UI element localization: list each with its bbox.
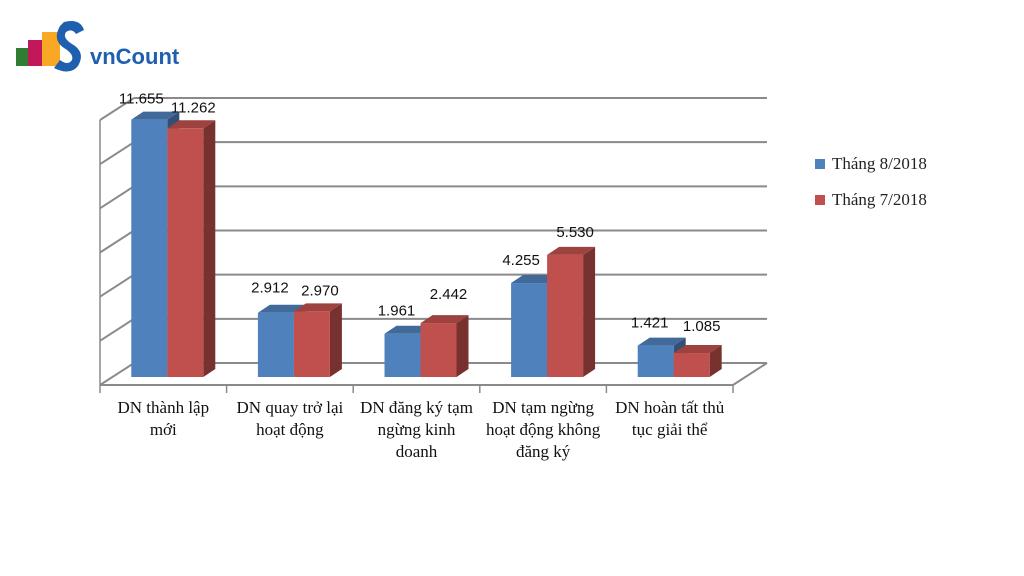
bar-top-1-0 — [167, 120, 216, 129]
floor-edge — [732, 362, 768, 386]
bar-top-0-0 — [131, 111, 180, 120]
data-label-jul-3: 5.530 — [556, 224, 594, 241]
data-label-aug-4: 1.421 — [631, 315, 669, 332]
bar-side-1-1 — [329, 303, 342, 377]
bar-top-0-4 — [637, 337, 686, 346]
data-label-aug-1: 2.912 — [251, 280, 289, 297]
data-label-aug-0: 11.655 — [119, 91, 164, 108]
bar-top-1-3 — [547, 246, 596, 255]
bar-side-1-3 — [583, 246, 596, 377]
brand-logo — [14, 18, 194, 72]
legend-label-aug: Tháng 8/2018 — [832, 154, 927, 173]
bar-top-0-1 — [257, 304, 306, 313]
bar-aug-0 — [131, 119, 168, 378]
brand-name: vnCount — [90, 44, 180, 69]
bar-aug-2 — [384, 333, 421, 377]
category-label-2: DN đăng ký tạm ngừng kinh doanh — [360, 398, 473, 461]
gridline-depth — [99, 273, 135, 298]
category-label-4: DN hoàn tất thủ tục giải thể — [615, 398, 725, 439]
bar-aug-1 — [257, 312, 294, 377]
bar-aug-3 — [511, 283, 548, 377]
legend-item-aug: Tháng 8/2018 — [815, 146, 927, 182]
bar-side-1-2 — [456, 315, 469, 377]
bar-aug-4 — [637, 345, 674, 377]
bar-side-1-0 — [203, 120, 216, 378]
gridline-depth — [99, 317, 135, 342]
category-label-1: DN quay trở lại hoạt động — [236, 398, 344, 439]
bar-jul-3 — [547, 254, 584, 377]
legend-swatch-aug — [815, 159, 825, 169]
gridline-depth — [99, 229, 135, 254]
gridline-depth — [99, 185, 135, 210]
bar-jul-0 — [167, 128, 204, 377]
category-label-0: DN thành lập mới — [117, 398, 210, 439]
logo-mark-icon — [16, 21, 84, 72]
bar-jul-2 — [420, 323, 457, 377]
data-label-aug-3: 4.255 — [502, 252, 540, 269]
data-label-jul-4: 1.085 — [683, 318, 721, 335]
data-label-jul-2: 2.442 — [430, 286, 468, 303]
data-label-jul-0: 11.262 — [171, 99, 216, 116]
bar-jul-4 — [673, 353, 710, 377]
gridline-depth — [99, 97, 135, 121]
bar-top-1-1 — [293, 303, 342, 312]
bar-side-1-4 — [709, 345, 722, 377]
data-label-jul-1: 2.970 — [301, 282, 339, 299]
legend-item-jul: Tháng 7/2018 — [815, 182, 927, 218]
bar-top-1-2 — [420, 315, 469, 324]
legend: Tháng 8/2018 Tháng 7/2018 — [815, 146, 927, 218]
legend-swatch-jul — [815, 195, 825, 205]
gridline-depth — [99, 362, 135, 386]
category-label-3: DN tạm ngừng hoạt động không đăng ký — [485, 398, 601, 461]
bar-top-1-4 — [673, 345, 722, 354]
bar-jul-1 — [293, 311, 330, 377]
gridline-depth — [99, 141, 135, 166]
legend-label-jul: Tháng 7/2018 — [832, 190, 927, 209]
data-label-aug-2: 1.961 — [378, 303, 416, 320]
